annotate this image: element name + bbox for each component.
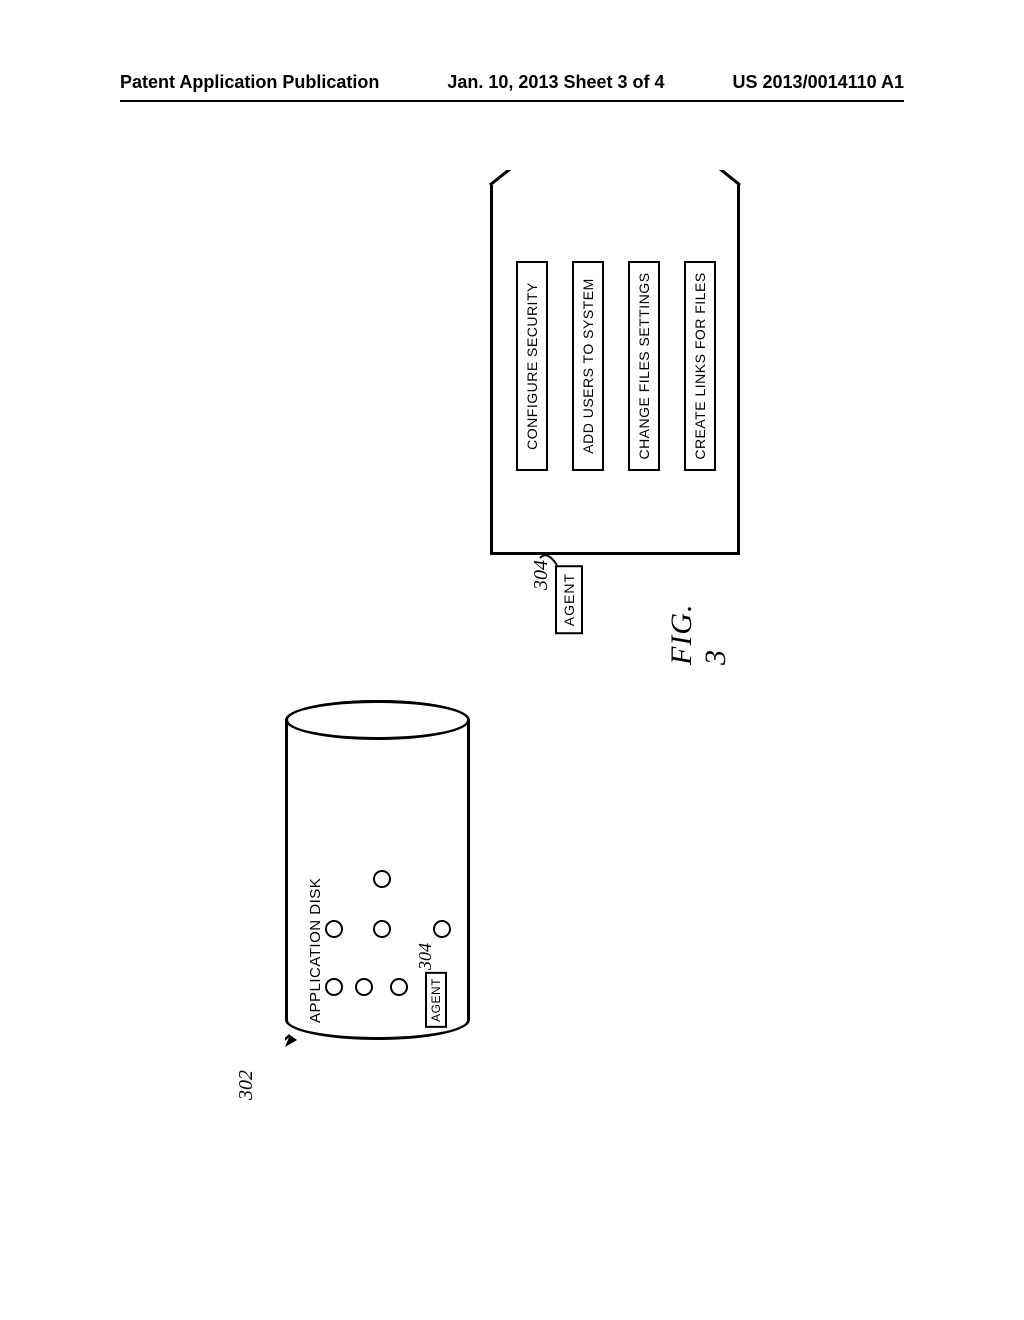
ref-302: 302 — [235, 1070, 258, 1100]
figure-3: 302 — [285, 170, 745, 1100]
ref-304-small: 304 — [415, 943, 436, 970]
action-change-files: CHANGE FILES SETTINGS — [628, 261, 660, 471]
agent-actions-box: CONFIGURE SECURITY ADD USERS TO SYSTEM C… — [490, 185, 740, 555]
ref-304-big: 304 — [530, 560, 553, 590]
action-add-users: ADD USERS TO SYSTEM — [572, 261, 604, 471]
header-left: Patent Application Publication — [120, 72, 379, 93]
tree-node — [373, 920, 391, 938]
header-rule — [120, 100, 904, 102]
tree-leaf — [390, 978, 408, 996]
action-create-links: CREATE LINKS FOR FILES — [684, 261, 716, 471]
header-right: US 2013/0014110 A1 — [733, 72, 904, 93]
application-disk-label: APPLICATION DISK — [307, 878, 324, 1023]
tree-node — [325, 920, 343, 938]
tree-root-node — [373, 870, 391, 888]
tree-node-agent — [433, 920, 451, 938]
action-configure-security: CONFIGURE SECURITY — [516, 261, 548, 471]
header-center: Jan. 10, 2013 Sheet 3 of 4 — [447, 72, 664, 93]
tree-leaf — [355, 978, 373, 996]
cylinder-top-ellipse — [285, 700, 470, 740]
figure-label: FIG. 3 — [665, 585, 733, 665]
agent-box-small: AGENT — [425, 972, 447, 1028]
agent-label-big: AGENT — [555, 565, 583, 634]
tree-leaf — [325, 978, 343, 996]
